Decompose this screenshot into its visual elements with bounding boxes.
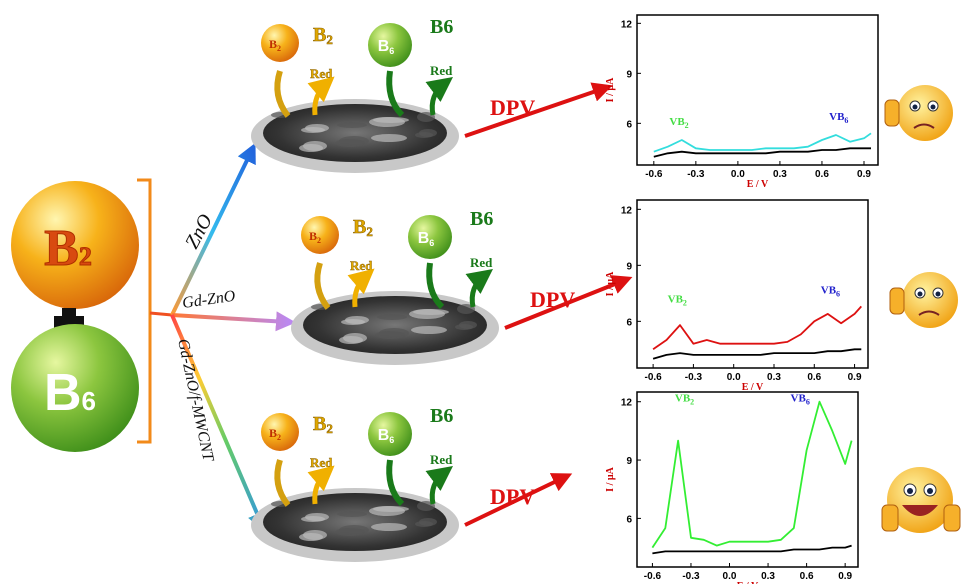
b2-label: B2 (313, 413, 333, 436)
x-tick-label: -0.3 (687, 169, 705, 180)
y-tick-label: 12 (621, 19, 633, 30)
b2-small-sphere (261, 413, 299, 451)
y-tick-label: 9 (626, 456, 632, 467)
surface-texture (415, 132, 433, 138)
surface-texture (409, 309, 445, 319)
x-tick-label: 0.3 (767, 372, 781, 383)
surface-texture (377, 314, 407, 320)
x-tick-label: -0.3 (682, 571, 700, 582)
b6-label: B6 (430, 405, 453, 427)
y-tick-label: 12 (621, 398, 633, 409)
b6-product: Red (430, 63, 453, 78)
x-tick-label: 0.3 (773, 169, 787, 180)
b2-small-sphere (301, 216, 339, 254)
x-tick-label: 0.6 (815, 169, 829, 180)
b2-product: Red (310, 455, 333, 470)
y-axis-label: I / µA (605, 466, 616, 491)
b6-product: Red (430, 452, 453, 467)
b6-small-sphere (408, 215, 452, 259)
x-axis-label: E / V (747, 179, 769, 190)
graphical-abstract: B2 B6 ZnO Gd-ZnO Gd-ZnO/f-MWCNT B2B2RedB… (0, 0, 965, 584)
surface-texture (415, 521, 433, 527)
x-tick-label: 0.9 (838, 571, 852, 582)
surface-texture (339, 336, 363, 344)
x-tick-label: 0.6 (800, 571, 814, 582)
electrode-label: Gd-ZnO (181, 288, 237, 312)
b6-label: B6 (470, 208, 493, 230)
b2-label: B2 (353, 216, 373, 239)
surface-texture (369, 506, 405, 516)
x-tick-label: 0.9 (857, 169, 871, 180)
surface-texture (335, 139, 365, 147)
surface-texture (299, 144, 323, 152)
oxidation-arrow (472, 275, 485, 307)
b2-label: B2 (313, 24, 333, 47)
b2-product: Red (350, 258, 373, 273)
happy-emoji (882, 467, 960, 533)
branch-stem (150, 313, 172, 315)
adsorption-arrow (317, 263, 328, 308)
surface-texture (369, 117, 405, 127)
plot-frame (637, 392, 858, 567)
surface-texture (371, 134, 407, 142)
b6-small-sphere (368, 23, 412, 67)
surface-texture (341, 319, 365, 325)
surface-texture (335, 528, 365, 536)
y-tick-label: 6 (626, 317, 632, 328)
y-tick-label: 6 (626, 119, 632, 130)
b6-label: B6 (430, 16, 453, 38)
x-tick-label: 0.0 (731, 169, 745, 180)
surface-texture (301, 516, 325, 522)
x-tick-label: 0.9 (848, 372, 862, 383)
x-tick-label: 0.3 (761, 571, 775, 582)
x-tick-label: -0.3 (685, 372, 703, 383)
branch-arrow (172, 315, 288, 322)
b6-small-sphere (368, 412, 412, 456)
x-tick-label: -0.6 (644, 571, 662, 582)
x-tick-label: -0.6 (645, 169, 663, 180)
b2-product: Red (310, 66, 333, 81)
surface-texture (411, 326, 447, 334)
y-tick-label: 6 (626, 514, 632, 525)
surface-texture (455, 324, 473, 330)
x-tick-label: 0.0 (723, 571, 737, 582)
adsorption-arrow (277, 71, 288, 116)
sad-emoji (885, 85, 953, 141)
surface-texture (337, 122, 367, 128)
oxidation-arrow (432, 83, 445, 115)
surface-texture (371, 523, 407, 531)
sad-emoji (890, 272, 958, 328)
plot-frame (637, 15, 878, 165)
y-axis-label: I / µA (605, 271, 616, 296)
surface-texture (375, 331, 405, 339)
surface-texture (299, 533, 323, 541)
bracket (137, 180, 150, 442)
x-tick-label: -0.6 (644, 372, 662, 383)
b2-small-sphere (261, 24, 299, 62)
y-axis-label: I / µA (605, 77, 616, 102)
surface-texture (301, 127, 325, 133)
adsorption-arrow (277, 460, 288, 505)
x-tick-label: 0.6 (807, 372, 821, 383)
y-tick-label: 9 (626, 261, 632, 272)
b6-product: Red (470, 255, 493, 270)
surface-texture (337, 511, 367, 517)
y-tick-label: 9 (626, 69, 632, 80)
oxidation-arrow (432, 472, 445, 504)
y-tick-label: 12 (621, 205, 633, 216)
x-tick-label: 0.0 (727, 372, 741, 383)
